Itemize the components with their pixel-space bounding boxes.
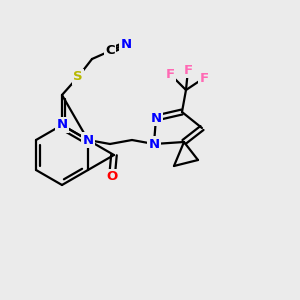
Text: F: F xyxy=(183,64,193,76)
Text: N: N xyxy=(82,134,94,146)
Text: S: S xyxy=(73,70,83,83)
Text: F: F xyxy=(200,71,208,85)
Text: O: O xyxy=(106,170,118,184)
Text: F: F xyxy=(165,68,175,80)
Text: N: N xyxy=(120,38,132,50)
Text: N: N xyxy=(148,137,160,151)
Text: N: N xyxy=(150,112,161,124)
Text: C: C xyxy=(105,44,115,58)
Text: N: N xyxy=(56,118,68,131)
